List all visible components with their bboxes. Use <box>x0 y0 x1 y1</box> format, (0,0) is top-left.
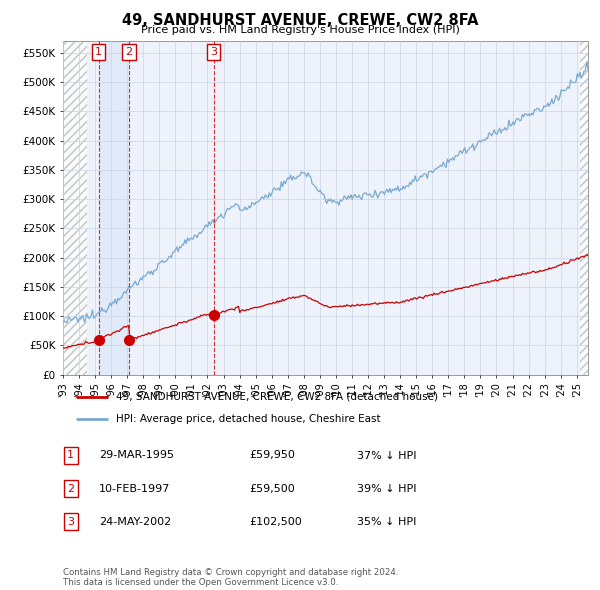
Text: 24-MAY-2002: 24-MAY-2002 <box>99 517 171 526</box>
Text: 37% ↓ HPI: 37% ↓ HPI <box>357 451 416 460</box>
Text: 3: 3 <box>210 47 217 57</box>
Text: Contains HM Land Registry data © Crown copyright and database right 2024.
This d: Contains HM Land Registry data © Crown c… <box>63 568 398 587</box>
Text: 29-MAR-1995: 29-MAR-1995 <box>99 451 174 460</box>
Bar <box>98 41 129 375</box>
Text: 1: 1 <box>95 47 102 57</box>
Bar <box>580 41 588 375</box>
Text: 35% ↓ HPI: 35% ↓ HPI <box>357 517 416 526</box>
Text: HPI: Average price, detached house, Cheshire East: HPI: Average price, detached house, Ches… <box>115 414 380 424</box>
Bar <box>63 41 87 375</box>
Text: 2: 2 <box>67 484 74 493</box>
Text: 1: 1 <box>67 451 74 460</box>
Text: 10-FEB-1997: 10-FEB-1997 <box>99 484 170 493</box>
Text: £102,500: £102,500 <box>249 517 302 526</box>
Text: 49, SANDHURST AVENUE, CREWE, CW2 8FA (detached house): 49, SANDHURST AVENUE, CREWE, CW2 8FA (de… <box>115 392 437 402</box>
Text: 2: 2 <box>125 47 133 57</box>
Text: 3: 3 <box>67 517 74 526</box>
Text: 39% ↓ HPI: 39% ↓ HPI <box>357 484 416 493</box>
Text: 49, SANDHURST AVENUE, CREWE, CW2 8FA: 49, SANDHURST AVENUE, CREWE, CW2 8FA <box>122 13 478 28</box>
Text: Price paid vs. HM Land Registry's House Price Index (HPI): Price paid vs. HM Land Registry's House … <box>140 25 460 35</box>
Text: £59,500: £59,500 <box>249 484 295 493</box>
Text: £59,950: £59,950 <box>249 451 295 460</box>
